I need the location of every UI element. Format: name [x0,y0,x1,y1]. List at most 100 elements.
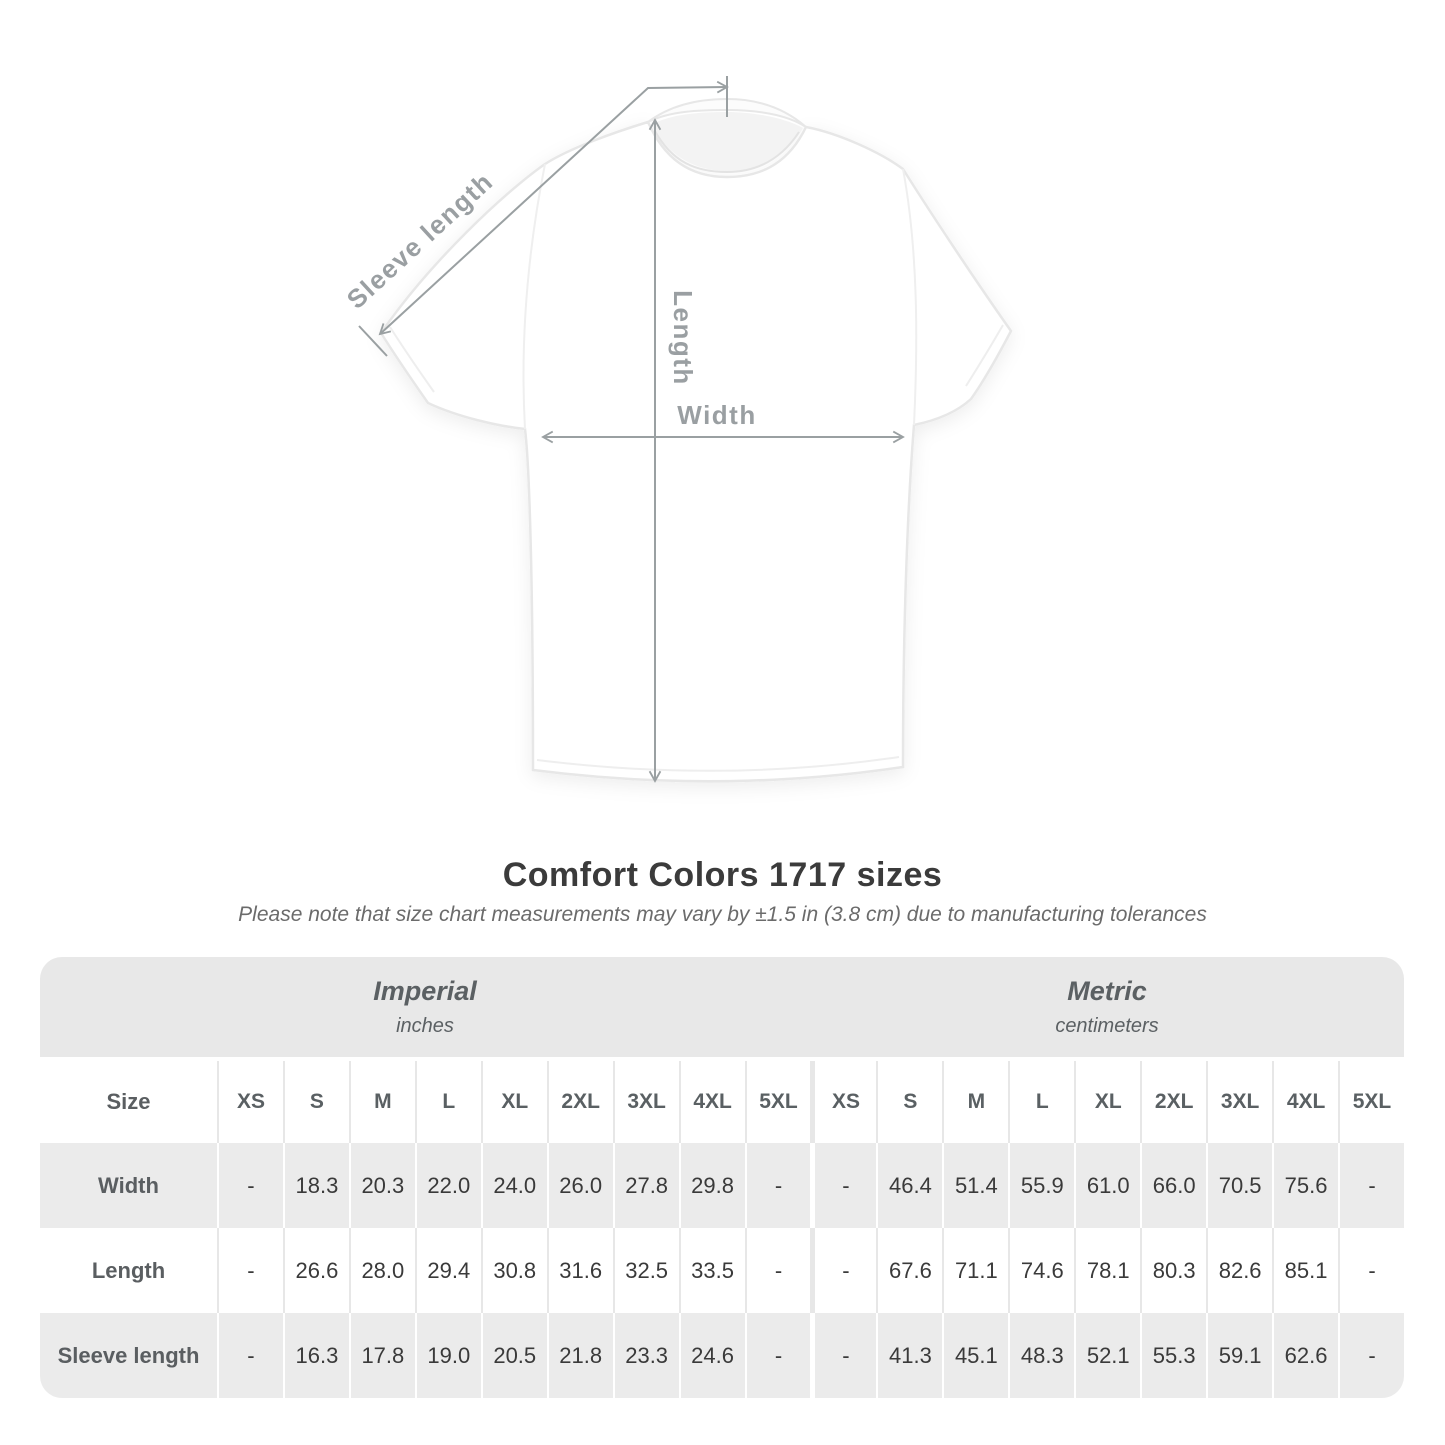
measurement-value: 20.5 [480,1313,547,1398]
measurement-value: - [1338,1143,1404,1228]
measurement-value: - [744,1313,811,1398]
measurement-value: - [810,1228,876,1313]
measurement-value: 23.3 [612,1313,679,1398]
size-header: 2XL [1140,1061,1206,1143]
sleeve-length-arrow [378,80,729,336]
size-header: XL [1074,1061,1140,1143]
length-label: Length [668,290,698,386]
measurement-value: 75.6 [1272,1143,1338,1228]
measurement-value: 45.1 [942,1313,1008,1398]
size-header: 2XL [546,1061,613,1143]
measurement-value: 82.6 [1206,1228,1272,1313]
tshirt-right-cuff-stitch [965,324,1004,387]
size-header: L [1008,1061,1074,1143]
width-label: Width [677,400,756,430]
measurement-value: - [810,1313,876,1398]
sleeve-length-row: Sleeve length - 16.3 17.8 19.0 20.5 21.8… [40,1313,1404,1398]
size-header: 4XL [678,1061,745,1143]
tshirt-hem-stitch [536,756,900,772]
measurement-value: 66.0 [1140,1143,1206,1228]
measurement-value: 52.1 [1074,1313,1140,1398]
metric-unit-label: centimeters [1055,1015,1159,1037]
measurement-value: 33.5 [678,1228,745,1313]
tshirt-body [379,120,1013,783]
row-label: Length [91,1257,166,1283]
size-header: 3XL [612,1061,679,1143]
tshirt-diagram-svg: Sleeve length Length Width [341,76,1013,783]
measurement-value: 29.4 [414,1228,481,1313]
measurement-value: 27.8 [612,1143,679,1228]
size-header: XL [480,1061,547,1143]
measurement-value: - [217,1143,283,1228]
measurement-value: - [1338,1228,1404,1313]
measurement-value: 20.3 [348,1143,415,1228]
size-table: Imperial inches Metric centimeters Size … [40,957,1404,1398]
tolerance-note: Please note that size chart measurements… [238,903,1207,926]
unit-band: Imperial inches Metric centimeters [40,957,1404,1057]
measurement-value: - [744,1228,811,1313]
tshirt-measurement-diagram: Sleeve length Length Width [341,76,1013,783]
measurement-value: 46.4 [876,1143,942,1228]
measurement-value: 24.0 [480,1143,547,1228]
measurement-value: - [744,1143,811,1228]
measurement-value: - [217,1228,283,1313]
measurement-value: 31.6 [546,1228,613,1313]
measurement-value: 19.0 [414,1313,481,1398]
tshirt-right-sleeve-seam [902,168,918,426]
measurement-lines [358,76,905,783]
measurement-value: 67.6 [876,1228,942,1313]
measurement-value: 22.0 [414,1143,481,1228]
size-header: S [282,1061,349,1143]
measurement-value: 41.3 [876,1313,942,1398]
measurement-value: 55.3 [1140,1313,1206,1398]
measurement-value: 17.8 [348,1313,415,1398]
measurement-value: 74.6 [1008,1228,1074,1313]
measurement-value: 30.8 [480,1228,547,1313]
sleeve-length-end-tick [358,325,388,357]
measurement-value: 80.3 [1140,1228,1206,1313]
length-row: Length - 26.6 28.0 29.4 30.8 31.6 32.5 3… [40,1228,1404,1313]
row-label: Width [98,1172,159,1198]
measurement-value: 70.5 [1206,1143,1272,1228]
size-header: 4XL [1272,1061,1338,1143]
imperial-unit-label: inches [396,1015,454,1037]
measurement-value: 62.6 [1272,1313,1338,1398]
measurement-value: 71.1 [942,1228,1008,1313]
measurement-value: 32.5 [612,1228,679,1313]
page-title: Comfort Colors 1717 sizes [502,856,943,894]
size-header: 5XL [1338,1061,1404,1143]
measurement-value: 48.3 [1008,1313,1074,1398]
size-header: M [348,1061,415,1143]
size-header: 3XL [1206,1061,1272,1143]
size-header: 5XL [744,1061,811,1143]
measurement-value: 24.6 [678,1313,745,1398]
size-header: M [942,1061,1008,1143]
measurement-value: 26.6 [282,1228,349,1313]
measurement-value: 28.0 [348,1228,415,1313]
size-header: S [876,1061,942,1143]
measurement-value: 21.8 [546,1313,613,1398]
measurement-value: - [217,1313,283,1398]
metric-unit-group: Metric centimeters [810,957,1404,1057]
size-header: L [414,1061,481,1143]
metric-title: Metric [1067,976,1147,1006]
row-label: Sleeve length [57,1342,200,1368]
imperial-title: Imperial [373,976,477,1006]
size-column-header: Size [106,1089,151,1114]
measurement-value: 18.3 [282,1143,349,1228]
measurement-value: 26.0 [546,1143,613,1228]
measurement-value: 85.1 [1272,1228,1338,1313]
width-row: Width - 18.3 20.3 22.0 24.0 26.0 27.8 29… [40,1143,1404,1228]
measurement-value: - [810,1143,876,1228]
measurement-value: 29.8 [678,1143,745,1228]
measurement-value: 61.0 [1074,1143,1140,1228]
measurement-value: 51.4 [942,1143,1008,1228]
measurement-value: 55.9 [1008,1143,1074,1228]
measurement-value: 59.1 [1206,1313,1272,1398]
size-header: XS [810,1061,876,1143]
measurement-value: 16.3 [282,1313,349,1398]
size-header-row: Size XS S M L XL 2XL 3XL 4XL 5XL XS S M … [40,1061,1404,1143]
measurement-value: 78.1 [1074,1228,1140,1313]
measurement-value: - [1338,1313,1404,1398]
imperial-unit-group: Imperial inches [40,957,810,1057]
